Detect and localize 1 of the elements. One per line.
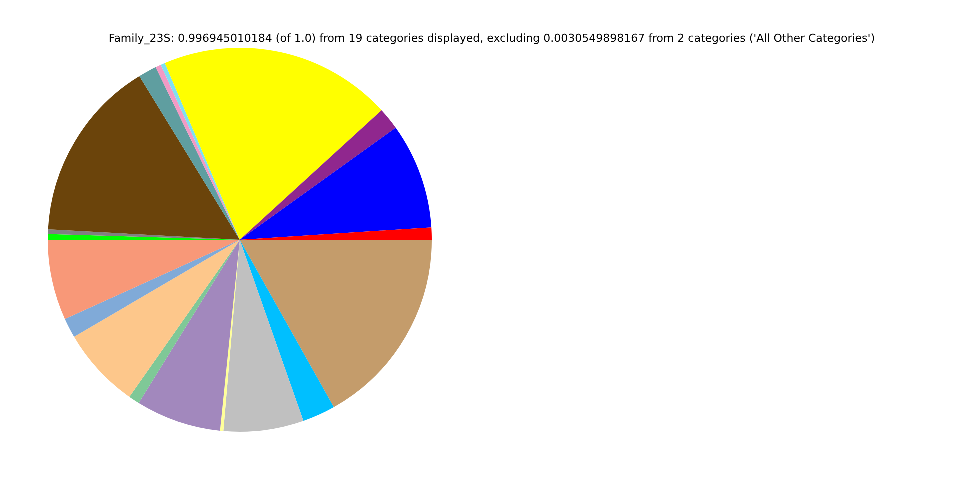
text: Family_23S: 0.996945010184 (of 1.0) from 19 categories displayed, excluding 0.0030549898167 from 2 categories ('All Other Categories'): [108, 32, 876, 46]
